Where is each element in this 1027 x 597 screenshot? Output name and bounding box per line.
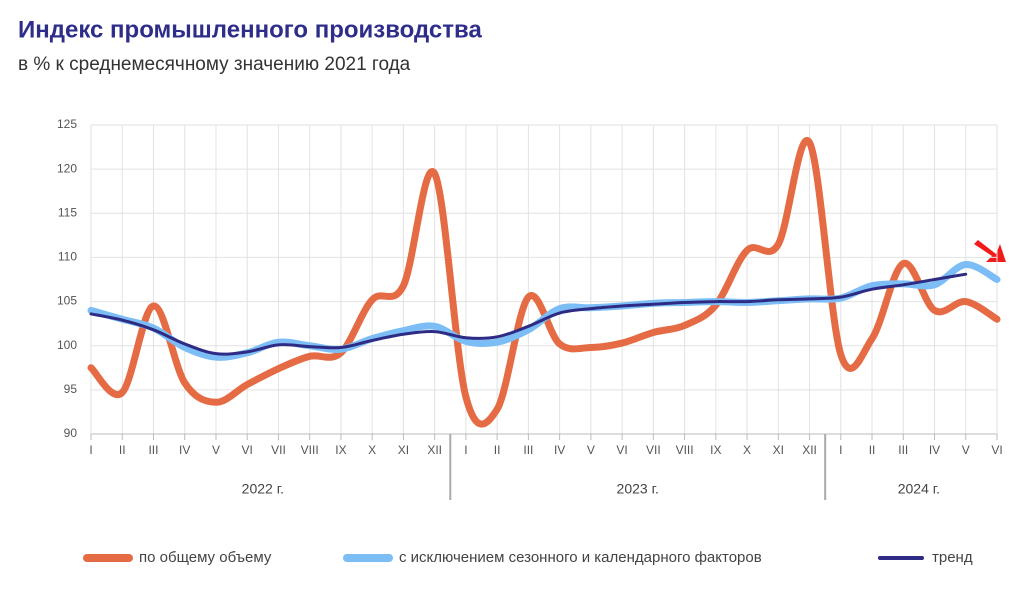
x-tick-label: VII — [271, 443, 286, 457]
y-tick-label: 90 — [64, 426, 78, 440]
x-tick-label: VI — [991, 443, 1002, 457]
y-tick-label: 110 — [58, 250, 77, 264]
chart-subtitle: в % к среднемесячному значению 2021 года — [18, 54, 411, 75]
y-tick-label: 125 — [57, 117, 77, 131]
year-label: 2022 г. — [242, 481, 284, 497]
x-tick-label: XI — [398, 443, 409, 457]
x-tick-label: XII — [427, 443, 442, 457]
x-tick-label: I — [89, 443, 92, 457]
year-label: 2024 г. — [898, 481, 940, 497]
x-tick-label: VI — [242, 443, 253, 457]
x-tick-label: XII — [802, 443, 817, 457]
x-tick-label: I — [464, 443, 467, 457]
legend-label: тренд — [932, 549, 973, 566]
legend-label: с исключением сезонного и календарного ф… — [399, 549, 762, 566]
x-tick-label: IX — [710, 443, 721, 457]
x-tick-label: IX — [335, 443, 346, 457]
x-tick-label: VIII — [676, 443, 694, 457]
x-tick-label: V — [587, 443, 595, 457]
x-tick-label: II — [494, 443, 501, 457]
chart-title: Индекс промышленного производства — [18, 16, 482, 43]
x-tick-label: IV — [929, 443, 940, 457]
y-tick-label: 115 — [58, 205, 77, 219]
x-tick-label: III — [523, 443, 533, 457]
x-tick-label: X — [743, 443, 751, 457]
legend-label: по общему объему — [139, 549, 272, 566]
x-tick-label: XI — [773, 443, 784, 457]
series-line — [89, 272, 968, 356]
y-tick-label: 95 — [64, 382, 78, 396]
x-tick-label: II — [119, 443, 126, 457]
series-line — [87, 136, 1001, 428]
x-tick-label: X — [368, 443, 376, 457]
x-tick-label: IV — [554, 443, 565, 457]
y-tick-label: 105 — [57, 294, 77, 308]
x-tick-label: VII — [646, 443, 661, 457]
x-tick-label: VIII — [301, 443, 319, 457]
x-tick-label: III — [898, 443, 908, 457]
arrow-annotation — [974, 240, 1006, 262]
x-tick-label: V — [962, 443, 970, 457]
y-tick-label: 120 — [57, 161, 77, 175]
y-tick-label: 100 — [57, 338, 77, 352]
x-tick-label: II — [869, 443, 876, 457]
year-label: 2023 г. — [617, 481, 659, 497]
x-tick-label: I — [839, 443, 842, 457]
x-tick-label: IV — [179, 443, 190, 457]
x-tick-label: VI — [616, 443, 627, 457]
x-tick-label: III — [148, 443, 158, 457]
x-tick-label: V — [212, 443, 220, 457]
